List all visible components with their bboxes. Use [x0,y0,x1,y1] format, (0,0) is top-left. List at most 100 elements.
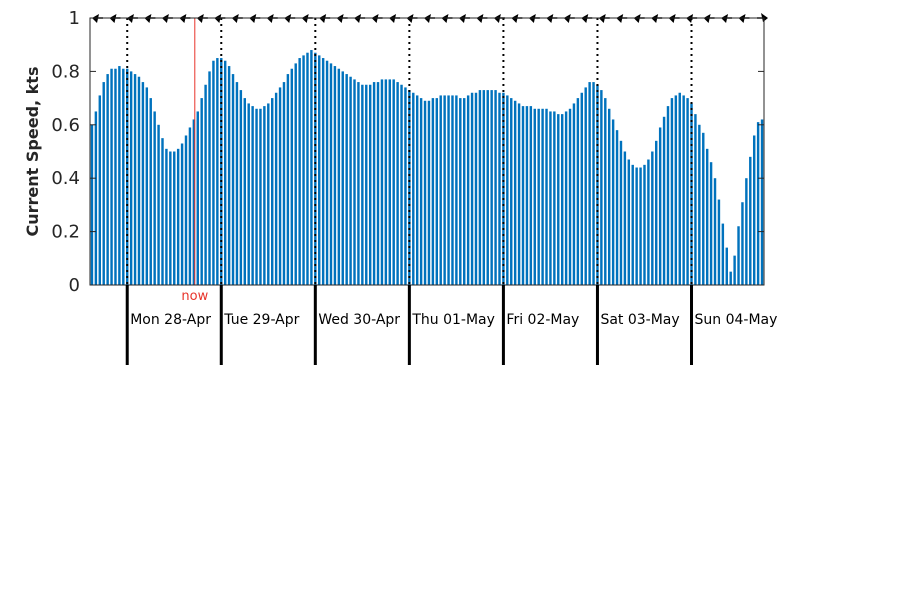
day-boundary-ticks [125,285,694,365]
bar [137,76,141,286]
day-label: Thu 01-May [411,312,495,328]
midnight-dotted-lines [126,18,693,285]
bar [271,98,274,285]
y-tick-label: 0.6 [51,115,80,136]
bar [161,138,164,285]
y-axis-label: Current Speed, kts [23,67,42,237]
day-label: Fri 02-May [506,312,579,328]
bar [733,255,736,285]
bar [494,90,497,285]
bar [157,124,160,285]
bar [615,130,619,285]
bar [557,114,560,286]
bar [635,167,638,285]
bar [639,167,642,285]
bar [298,58,301,285]
bar [223,60,227,285]
y-tick-label: 0.4 [51,168,80,189]
bar [451,95,454,286]
bar [506,95,509,286]
bar [651,151,654,285]
bar [231,74,235,285]
bar [400,84,403,285]
bar [274,92,278,285]
bar [321,58,325,285]
bar [286,74,290,285]
bar [153,111,156,285]
bar [94,111,98,285]
bar [482,90,486,285]
bar [192,119,196,286]
bar [549,111,552,285]
bar [670,98,674,285]
bar [415,95,419,286]
bar [474,92,478,285]
bar [627,159,631,285]
bar [521,106,525,285]
bar [760,119,764,286]
bar [361,84,364,285]
bar [705,148,709,285]
bar [466,95,470,286]
bar [368,84,372,285]
bar [384,79,388,285]
now-label: now [181,289,208,304]
bar [306,52,309,286]
bar [263,106,266,285]
bars-group [90,50,764,286]
bar [435,98,439,285]
bar [553,111,556,285]
bar [486,90,489,285]
bar [643,164,646,285]
bar [353,79,356,285]
bar [576,98,580,285]
bar [560,114,564,286]
bar [682,95,685,286]
bar [517,103,521,285]
bar [290,68,294,285]
bar [623,151,627,285]
bar [90,124,94,285]
bar [674,95,678,286]
bar [584,87,587,285]
bar [372,82,376,285]
bar [247,103,250,285]
y-tick-label: 0.2 [51,222,80,243]
bar [216,58,219,285]
y-tick-label: 0 [69,275,80,296]
bar [145,87,149,285]
day-label: Mon 28-Apr [130,312,211,328]
bar [529,106,533,285]
bar [533,108,536,285]
bar [431,98,435,285]
bar [302,55,305,285]
bar [392,79,395,285]
bar [745,178,748,285]
bar [525,106,529,285]
y-axis-ticks: 0 0.2 0.4 0.6 0.8 1 [51,8,764,296]
bar [227,66,231,285]
bar [459,98,462,285]
bar [604,98,607,285]
bar [655,140,658,285]
bar [318,55,321,285]
day-label: Wed 30-Apr [318,312,400,328]
bar [752,135,756,285]
bar [427,100,431,286]
bar [631,164,634,285]
bar [537,108,540,285]
bar [729,271,732,285]
bar [220,58,223,285]
bar [702,132,705,285]
bar [419,98,423,285]
bar [713,178,717,285]
bar [721,223,725,285]
bar [118,66,121,285]
bar [141,82,145,285]
bar [200,98,203,285]
bar [611,119,615,286]
bar [690,103,693,285]
y-tick-label: 0.8 [51,61,80,82]
bar [510,98,513,285]
bar [349,76,352,286]
